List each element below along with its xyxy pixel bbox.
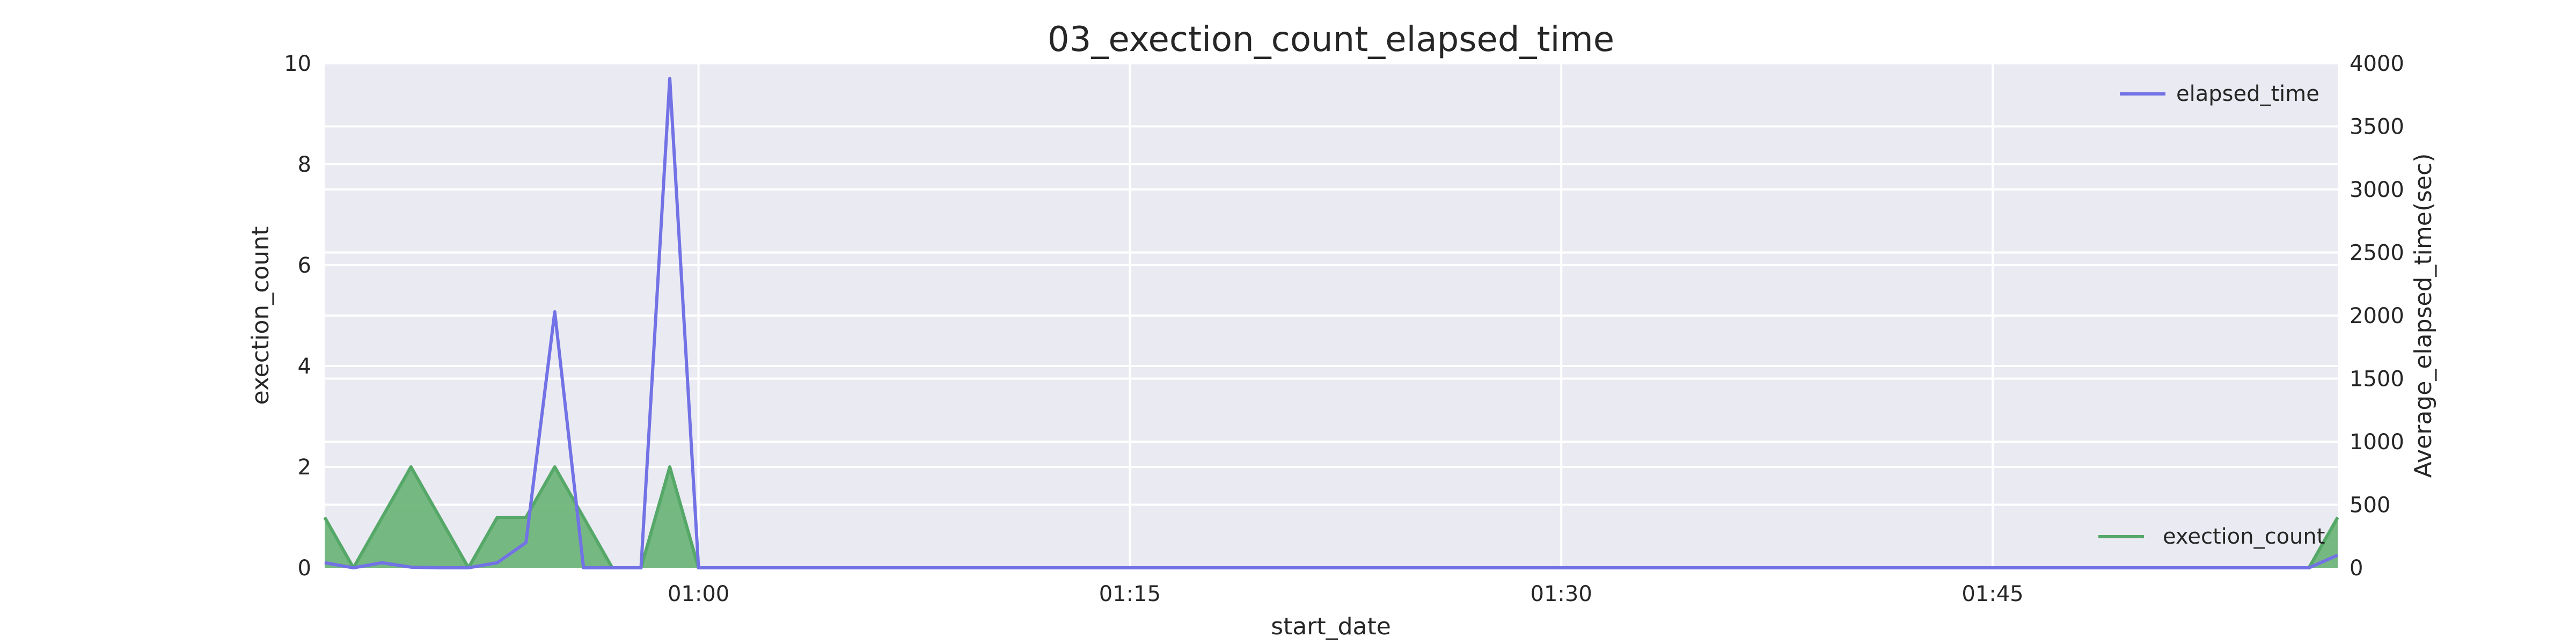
y-right-tick-label: 3500 xyxy=(2350,115,2404,140)
area-exection-count xyxy=(325,467,2338,568)
y-left-tick-label: 8 xyxy=(298,152,311,177)
x-tick-label: 01:45 xyxy=(1962,582,2023,606)
y-right-tick-label: 2000 xyxy=(2350,304,2404,328)
y-left-tick-label: 0 xyxy=(298,556,311,581)
y-left-tick-label: 4 xyxy=(298,354,311,379)
tick-labels: 0 2 4 6 8 10 0 500 1000 1500 2000 2500 3000 3500 4000 0… xyxy=(284,52,2404,606)
y-right-tick-label: 2500 xyxy=(2350,241,2404,266)
y-right-tick-label: 1000 xyxy=(2350,430,2404,455)
y-left-tick-label: 2 xyxy=(298,455,311,480)
chart-title: 03_exection_count_elapsed_time xyxy=(1048,20,1614,60)
line-elapsed-time xyxy=(324,77,2339,569)
x-tick-label: 01:15 xyxy=(1099,582,1161,606)
y-right-tick-label: 500 xyxy=(2350,493,2390,518)
legend-elapsed-time-label: elapsed_time xyxy=(2176,82,2319,106)
legend-exection-count: exection_count xyxy=(2098,524,2325,549)
legend-elapsed-time: elapsed_time xyxy=(2120,82,2319,106)
x-axis-title: start_date xyxy=(1271,613,1391,640)
chart-marks xyxy=(323,77,2339,569)
y-axis-right-title: Average_elapsed_time(sec) xyxy=(2410,153,2437,478)
line-exection-count xyxy=(323,465,2339,569)
x-tick-label: 01:30 xyxy=(1531,582,1592,606)
x-tick-label: 01:00 xyxy=(668,582,729,606)
legend-exection-count-label: exection_count xyxy=(2163,524,2325,549)
y-right-tick-label: 0 xyxy=(2350,556,2363,581)
y-right-tick-label: 1500 xyxy=(2350,367,2404,392)
y-right-tick-label: 4000 xyxy=(2350,52,2404,76)
y-left-tick-label: 6 xyxy=(298,253,311,278)
y-axis-left-title: exection_count xyxy=(247,226,274,405)
y-right-tick-label: 3000 xyxy=(2350,178,2404,202)
y-left-tick-label: 10 xyxy=(284,52,311,76)
